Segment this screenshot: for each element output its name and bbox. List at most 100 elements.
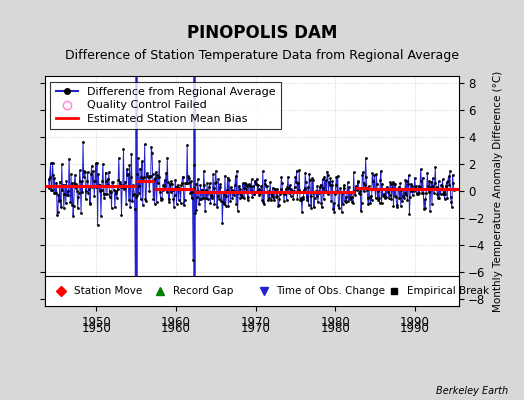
Point xyxy=(174,196,183,203)
Point xyxy=(66,199,74,205)
Point xyxy=(329,206,337,212)
Point xyxy=(78,178,86,185)
Point xyxy=(118,184,126,190)
Point xyxy=(62,200,70,207)
Point xyxy=(172,184,180,190)
Point xyxy=(144,174,152,180)
Point xyxy=(432,184,440,191)
Point xyxy=(132,194,140,200)
Point xyxy=(111,189,119,196)
Point xyxy=(189,256,198,263)
Point xyxy=(187,178,195,184)
Point xyxy=(290,188,298,195)
Point xyxy=(442,179,451,185)
Point xyxy=(183,180,192,186)
Point xyxy=(382,194,390,201)
Point xyxy=(167,189,175,195)
Point xyxy=(227,184,235,190)
Point xyxy=(419,190,428,196)
Point xyxy=(130,190,138,197)
Point xyxy=(68,201,76,208)
Point xyxy=(203,196,212,203)
Point xyxy=(409,185,418,192)
Point xyxy=(328,182,336,188)
Point xyxy=(210,201,219,207)
Point xyxy=(111,204,119,211)
Point xyxy=(297,194,305,201)
Point xyxy=(212,178,221,185)
Point xyxy=(222,202,230,209)
Point xyxy=(128,192,137,198)
Point xyxy=(347,198,356,205)
Point xyxy=(215,184,224,190)
Point xyxy=(359,169,367,176)
Point xyxy=(424,183,432,189)
Point xyxy=(136,166,144,172)
Point xyxy=(205,184,213,190)
Point xyxy=(177,182,185,188)
Point xyxy=(247,176,256,182)
Point xyxy=(240,195,248,202)
Point xyxy=(94,171,103,177)
Point xyxy=(341,198,350,204)
Point xyxy=(250,191,258,197)
Point xyxy=(349,200,357,206)
Point xyxy=(51,190,59,196)
Point xyxy=(52,190,60,196)
Point xyxy=(309,176,318,183)
Point xyxy=(89,168,97,174)
Point xyxy=(444,178,452,184)
Point xyxy=(93,222,102,229)
Point xyxy=(395,195,403,202)
Point xyxy=(211,180,219,186)
Point xyxy=(200,168,208,174)
Point xyxy=(302,179,310,186)
Point xyxy=(73,205,82,212)
Point xyxy=(140,174,148,180)
Point xyxy=(232,173,240,179)
Point xyxy=(70,180,79,186)
Point xyxy=(80,168,89,174)
Point xyxy=(195,201,203,207)
Point xyxy=(115,155,123,161)
Point xyxy=(312,188,320,194)
Point xyxy=(130,206,139,213)
Point xyxy=(161,186,169,192)
Point xyxy=(447,198,455,205)
Point xyxy=(291,174,300,181)
Point xyxy=(253,188,261,195)
Point xyxy=(445,182,453,188)
Point xyxy=(318,204,326,210)
Point xyxy=(430,180,439,186)
Point xyxy=(237,193,246,200)
Point xyxy=(340,182,348,188)
Point xyxy=(277,186,285,192)
Point xyxy=(46,160,54,167)
Point xyxy=(436,186,444,192)
Point xyxy=(62,178,71,184)
Point xyxy=(249,183,257,190)
Point xyxy=(223,174,232,181)
Point xyxy=(95,182,103,188)
Point xyxy=(404,181,412,187)
Point xyxy=(443,195,451,202)
Point xyxy=(217,198,225,204)
Point xyxy=(447,204,456,210)
Point xyxy=(123,166,131,172)
Point xyxy=(252,180,260,187)
Point xyxy=(215,195,223,202)
Point xyxy=(93,160,101,166)
Point xyxy=(410,175,419,181)
Point xyxy=(441,190,450,197)
Point xyxy=(414,182,423,189)
Point xyxy=(332,174,341,180)
Point xyxy=(352,186,361,192)
Point xyxy=(121,178,129,185)
Point xyxy=(151,174,159,181)
Point xyxy=(376,177,385,184)
Point xyxy=(235,183,243,189)
Point xyxy=(374,188,383,194)
Point xyxy=(158,187,167,194)
Point xyxy=(301,170,310,176)
Point xyxy=(198,186,206,193)
